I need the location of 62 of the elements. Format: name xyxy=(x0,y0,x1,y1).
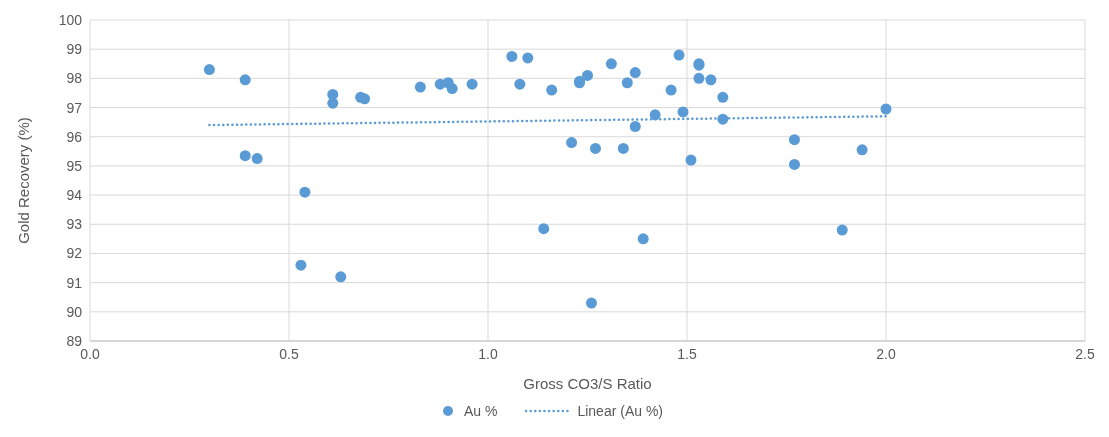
legend-label: Linear (Au %) xyxy=(577,403,664,419)
point xyxy=(566,137,578,149)
y-tick-label: 97 xyxy=(66,99,83,116)
point xyxy=(466,78,478,90)
point xyxy=(685,154,697,166)
point xyxy=(649,109,661,121)
point xyxy=(239,74,251,86)
point xyxy=(621,77,633,89)
y-tick-label: 93 xyxy=(66,216,83,233)
x-axis-title: Gross CO3/S Ratio xyxy=(523,375,652,392)
point xyxy=(717,113,729,125)
point xyxy=(677,106,689,118)
point xyxy=(538,223,550,235)
point xyxy=(717,91,729,103)
point xyxy=(629,121,641,133)
point xyxy=(605,58,617,70)
point xyxy=(673,49,685,61)
y-tick-label: 96 xyxy=(66,128,83,145)
point xyxy=(585,297,597,309)
y-tick-label: 94 xyxy=(66,187,83,204)
y-axis-title: Gold Recovery (%) xyxy=(15,117,33,244)
x-tick-label: 0.0 xyxy=(80,345,100,362)
point xyxy=(295,259,307,271)
y-tick-label: 95 xyxy=(66,157,83,174)
y-tick-label: 98 xyxy=(66,70,83,87)
x-tick-label: 0.5 xyxy=(279,345,299,362)
point xyxy=(880,103,892,115)
legend-label: Au % xyxy=(463,403,498,419)
point xyxy=(629,67,641,79)
x-tick-label: 2.0 xyxy=(876,345,896,362)
point xyxy=(239,150,251,162)
x-tick-label: 1.0 xyxy=(478,345,498,362)
point xyxy=(637,233,649,245)
point xyxy=(617,142,629,154)
y-tick-label: 90 xyxy=(66,303,83,320)
y-tick-label: 91 xyxy=(66,274,83,291)
point xyxy=(836,224,848,236)
y-tick-label: 99 xyxy=(66,41,83,58)
y-tick-label: 92 xyxy=(66,245,83,262)
point xyxy=(506,50,518,62)
point xyxy=(589,142,601,154)
point xyxy=(582,69,593,81)
point xyxy=(514,78,526,90)
y-tick-label: 89 xyxy=(66,332,83,349)
point xyxy=(856,144,868,156)
point xyxy=(359,93,371,105)
y-tick-label: 100 xyxy=(58,11,83,28)
point xyxy=(665,84,677,96)
x-tick-label: 1.5 xyxy=(677,345,697,362)
point xyxy=(705,74,717,86)
point xyxy=(414,81,426,93)
point xyxy=(299,186,311,198)
point xyxy=(335,271,347,283)
point xyxy=(522,52,534,64)
x-tick-label: 2.5 xyxy=(1075,345,1095,362)
point xyxy=(788,134,800,146)
point xyxy=(788,158,800,170)
point xyxy=(251,153,263,165)
point xyxy=(693,72,705,84)
point xyxy=(546,84,558,96)
point xyxy=(446,83,458,95)
point xyxy=(203,64,215,76)
